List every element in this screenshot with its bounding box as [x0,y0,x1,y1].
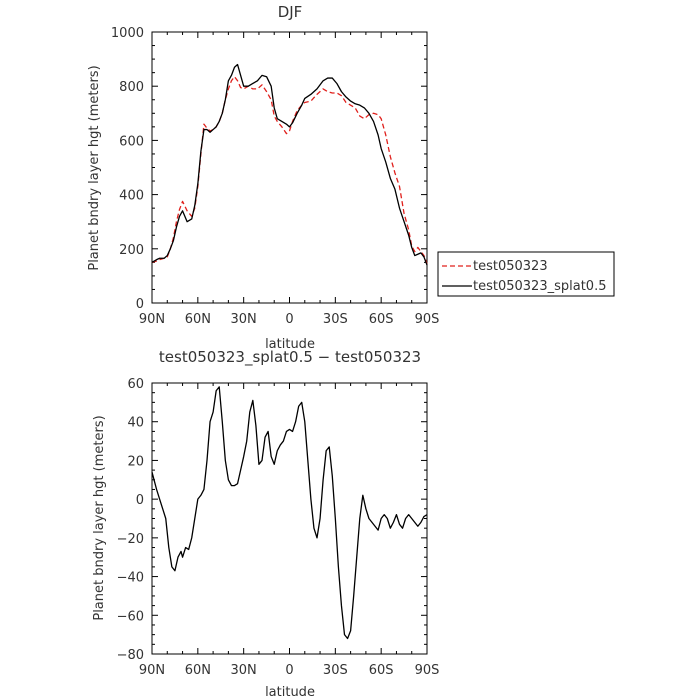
bottom-y-tick-label: 60 [127,377,144,392]
top-x-tick-label: 30S [323,312,348,327]
legend-label-series-2: test050323_splat0.5 [473,279,606,294]
top-axes: 90N 60N 30N 0 30S 60S 90S 0 200 400 600 800 1000 [111,26,439,327]
top-series-line-1 [151,76,428,264]
bottom-y-tick-label: 20 [127,454,144,469]
bottom-chart-title: test050323_splat0.5 − test050323 [159,348,421,367]
bottom-y-tick-label: 40 [127,416,144,431]
bottom-axes: 90N 60N 30N 0 30S 60S 90S −80 −60 −40 −20 0 20 40 60 [117,377,440,678]
bottom-y-tick-label: −40 [117,571,144,586]
top-y-tick-label: 800 [119,80,144,95]
top-x-tick-label: 90N [139,312,165,327]
bottom-x-tick-label: 90S [415,663,440,678]
legend: test050323 test050323_splat0.5 [437,251,615,297]
bottom-y-tick-label: −20 [117,532,144,547]
bottom-x-tick-label: 30N [231,663,257,678]
top-y-tick-label: 200 [119,243,144,258]
top-plot-frame [151,31,428,304]
top-x-tick-label: 30N [231,312,257,327]
top-y-tick-label: 400 [119,189,144,204]
bottom-x-tick-label: 90N [139,663,165,678]
bottom-y-tick-label: −60 [117,609,144,624]
top-y-tick-label: 1000 [111,26,144,41]
bottom-x-tick-label: 60N [185,663,211,678]
legend-label-series-1: test050323 [473,259,548,274]
bottom-plot-frame [151,382,428,655]
top-panel: DJF Planet bndry layer hgt (meters) lati… [87,3,439,352]
top-series-lines [151,63,428,266]
bottom-x-tick-label: 60S [369,663,394,678]
bottom-x-axis-label: latitude [265,685,315,700]
bottom-panel: test050323_splat0.5 − test050323 Planet … [92,348,439,700]
top-chart-title: DJF [278,3,303,21]
top-x-tick-label: 60S [369,312,394,327]
top-x-tick-label: 0 [285,312,293,327]
top-y-tick-label: 600 [119,134,144,149]
bottom-x-tick-label: 30S [323,663,348,678]
top-x-tick-label: 60N [185,312,211,327]
top-x-tick-label: 90S [415,312,440,327]
bottom-y-axis-label: Planet bndry layer hgt (meters) [92,415,107,620]
legend-box [437,251,615,297]
bottom-series-line-1 [151,386,428,640]
top-x-axis-label: latitude [265,337,315,352]
top-series-line-2 [151,63,428,266]
bottom-series-lines [151,386,428,640]
bottom-x-tick-label: 0 [285,663,293,678]
bottom-y-tick-label: −80 [117,648,144,663]
top-y-tick-label: 0 [136,297,144,312]
bottom-y-tick-label: 0 [136,493,144,508]
top-y-axis-label: Planet bndry layer hgt (meters) [87,65,102,270]
